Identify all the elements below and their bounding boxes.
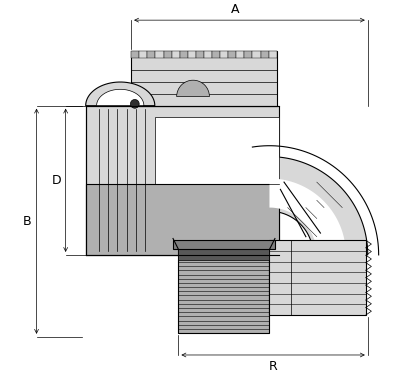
Bar — [86, 184, 279, 255]
Bar — [164, 51, 172, 58]
Circle shape — [131, 100, 139, 108]
Bar — [236, 51, 245, 58]
Polygon shape — [270, 179, 346, 255]
Bar — [188, 51, 196, 58]
Bar — [204, 51, 212, 58]
Bar — [245, 51, 252, 58]
Wedge shape — [177, 80, 210, 97]
Bar — [270, 240, 366, 315]
Bar — [179, 249, 270, 260]
Text: B: B — [23, 215, 32, 228]
Polygon shape — [86, 82, 155, 106]
Bar — [212, 51, 220, 58]
Bar — [173, 240, 275, 249]
Bar — [180, 51, 188, 58]
Bar — [252, 51, 260, 58]
Bar — [155, 117, 279, 244]
Text: A: A — [231, 3, 239, 16]
Polygon shape — [270, 157, 368, 255]
Bar — [220, 51, 228, 58]
Bar — [131, 51, 139, 58]
Bar — [147, 51, 156, 58]
Bar — [260, 51, 269, 58]
Polygon shape — [96, 89, 144, 106]
Text: D: D — [52, 174, 62, 187]
Bar — [269, 51, 277, 58]
Bar — [196, 51, 204, 58]
Bar — [86, 106, 279, 255]
Bar — [131, 51, 277, 106]
Bar — [172, 51, 180, 58]
Bar — [179, 249, 270, 333]
Bar — [156, 51, 164, 58]
Bar — [228, 51, 236, 58]
Text: R: R — [269, 361, 278, 373]
Bar — [139, 51, 147, 58]
